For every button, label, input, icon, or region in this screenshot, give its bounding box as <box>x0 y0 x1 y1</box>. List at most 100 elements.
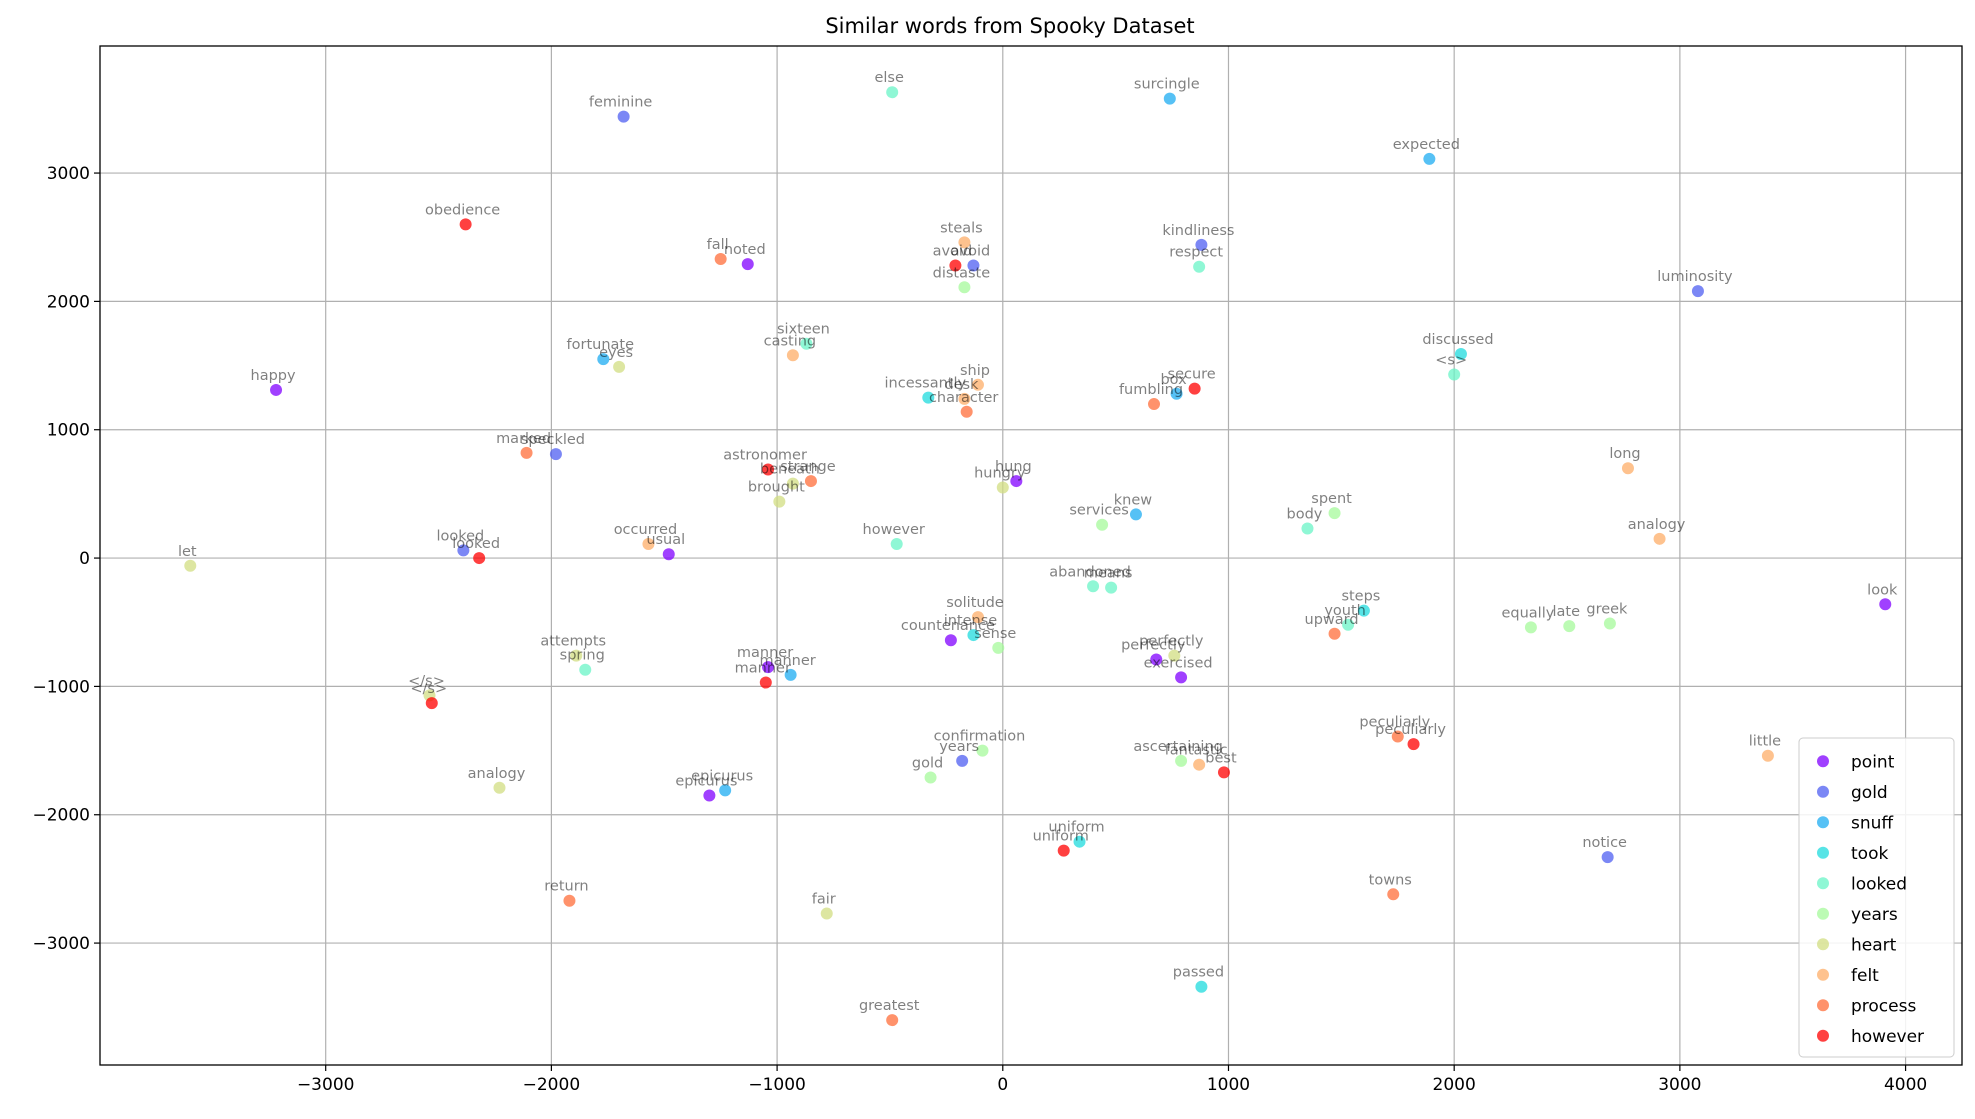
point-label: services <box>1069 503 1129 519</box>
point-label: looked <box>436 528 484 544</box>
point-label: usual <box>646 532 685 548</box>
point-label: brought <box>748 480 805 496</box>
x-tick-label: −3000 <box>297 1075 355 1095</box>
axis-ticks: −3000 −2000 −1000 0 1000 2000 3000 4000 −3000 −20… <box>32 164 1927 1095</box>
data-point <box>617 110 630 123</box>
data-point <box>1761 749 1774 762</box>
point-label: peculiarly <box>1375 722 1446 738</box>
point-label: uniform <box>1033 829 1089 845</box>
data-point <box>976 744 989 757</box>
legend-label: years <box>1851 905 1898 925</box>
data-point <box>759 676 772 689</box>
data-point <box>1188 382 1201 395</box>
data-point <box>1193 260 1206 273</box>
data-point <box>1423 152 1436 165</box>
data-point <box>520 446 533 459</box>
data-point <box>960 405 973 418</box>
point-label: occurred <box>614 522 677 538</box>
point-label: </s> <box>410 681 447 697</box>
data-point <box>1653 532 1666 545</box>
data-point <box>662 548 675 561</box>
legend-label: looked <box>1851 874 1907 894</box>
data-point <box>1129 508 1142 521</box>
point-label: means <box>1084 566 1133 582</box>
y-tick-label: −1000 <box>32 677 90 697</box>
data-point <box>457 544 470 557</box>
data-point <box>1387 888 1400 901</box>
point-label: long <box>1609 446 1640 462</box>
legend-marker <box>1817 816 1829 829</box>
point-label: youth <box>1324 603 1366 619</box>
point-label: beneath <box>760 462 820 478</box>
point-label: kindliness <box>1162 223 1234 239</box>
data-point <box>563 894 576 907</box>
data-point <box>570 649 583 662</box>
point-label: astronomer <box>723 448 807 464</box>
point-label: however <box>863 522 925 538</box>
y-tick-label: 3000 <box>47 164 90 184</box>
point-label: equally <box>1501 605 1554 621</box>
point-label: avoid <box>951 243 991 259</box>
data-point <box>996 481 1009 494</box>
point-label: else <box>874 70 904 86</box>
point-label: return <box>544 879 588 895</box>
x-tick-label: 1000 <box>1207 1075 1250 1095</box>
data-point <box>1057 844 1070 857</box>
point-label: intense <box>944 613 998 629</box>
data-point <box>597 353 610 366</box>
grid <box>100 46 1962 1065</box>
point-label: towns <box>1369 872 1412 888</box>
x-tick-label: −1000 <box>748 1075 806 1095</box>
point-label: </s> <box>408 673 445 689</box>
data-point <box>1217 766 1230 779</box>
data-point <box>741 258 754 271</box>
legend-marker <box>1817 907 1829 920</box>
point-label: countenance <box>901 618 995 634</box>
legend-marker <box>1817 846 1829 859</box>
legend-label: took <box>1851 844 1888 864</box>
data-point <box>958 392 971 405</box>
point-label: speckled <box>521 432 585 448</box>
data-point <box>493 781 506 794</box>
legend-marker <box>1817 999 1829 1012</box>
x-tick-label: −2000 <box>523 1075 581 1095</box>
data-point <box>1195 980 1208 993</box>
legend-marker <box>1817 938 1829 951</box>
point-label: little <box>1749 734 1781 750</box>
point-label: eyes <box>599 345 633 361</box>
point-label: marked <box>496 431 551 447</box>
point-label: notice <box>1582 835 1627 851</box>
data-point <box>1357 604 1370 617</box>
data-point <box>958 236 971 249</box>
data-point <box>800 337 813 350</box>
y-tick-label: 1000 <box>47 421 90 441</box>
point-label: best <box>1205 750 1237 766</box>
data-point <box>549 448 562 461</box>
point-label: secure <box>1168 367 1216 383</box>
point-label: spring <box>560 648 605 664</box>
point-label: body <box>1287 507 1323 523</box>
data-point <box>762 661 775 674</box>
data-point <box>786 349 799 362</box>
data-point <box>1087 580 1100 593</box>
data-point <box>1073 835 1086 848</box>
data-point <box>1096 518 1109 531</box>
legend-label: however <box>1851 1027 1924 1047</box>
data-point <box>1195 238 1208 251</box>
data-point <box>967 629 980 642</box>
legend-marker <box>1817 968 1829 981</box>
data-point <box>1454 348 1467 361</box>
data-point <box>719 784 732 797</box>
point-label: gold <box>912 756 943 772</box>
plot-frame <box>99 45 1963 1066</box>
data-point <box>773 495 786 508</box>
point-label: peculiarly <box>1359 714 1430 730</box>
legend-marker <box>1817 1029 1829 1042</box>
legend-label: felt <box>1851 966 1879 986</box>
point-label: fall <box>707 237 729 253</box>
data-point <box>1448 368 1461 381</box>
legend: point gold snuff took looked years heart felt pr… <box>1798 737 1955 1058</box>
data-point <box>1342 618 1355 631</box>
data-point <box>886 86 899 99</box>
